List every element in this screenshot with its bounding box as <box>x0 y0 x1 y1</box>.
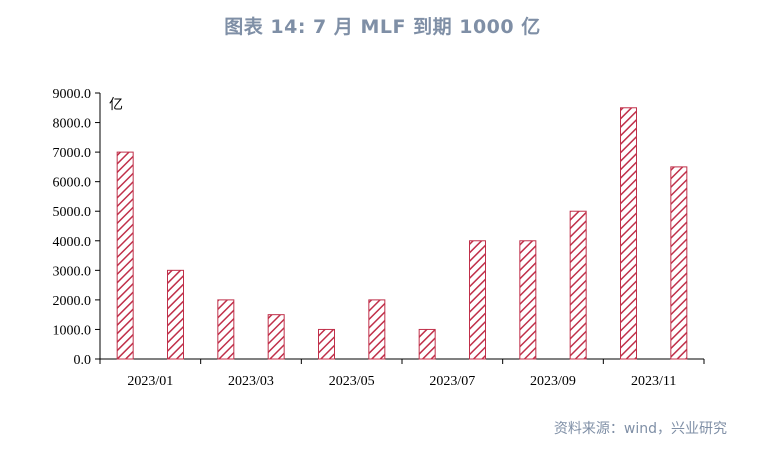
y-tick-label: 7000.0 <box>53 146 92 161</box>
y-tick-label: 8000.0 <box>53 117 92 132</box>
bar-2023/09 <box>519 240 537 360</box>
x-tick-label: 2023/05 <box>329 374 375 389</box>
bar-2023/02 <box>167 269 184 360</box>
bar-2023/03 <box>217 299 235 360</box>
y-axis-unit-label: 亿 <box>109 97 123 113</box>
bar-2023/06 <box>368 299 386 360</box>
y-tick-label: 1000.0 <box>53 323 92 338</box>
bar-2023/08 <box>469 240 486 360</box>
y-tick-label: 6000.0 <box>53 176 92 191</box>
y-tick-label: 5000.0 <box>53 205 92 220</box>
y-tick-label: 9000.0 <box>53 87 92 102</box>
y-tick-label: 2000.0 <box>53 294 92 309</box>
bar-2023/07 <box>418 328 436 360</box>
bar-2023/10 <box>569 210 587 360</box>
y-tick-label: 3000.0 <box>53 264 92 279</box>
chart-title: 图表 14: 7 月 MLF 到期 1000 亿 <box>224 16 541 38</box>
y-tick-label: 0.0 <box>74 353 92 368</box>
y-axis: 0.0 1000.0 2000.0 3000.0 4000.0 5000.0 6000.0 7… <box>53 87 101 368</box>
bar-2023/05 <box>318 328 335 360</box>
source-note: 资料来源：wind，兴业研究 <box>553 421 727 437</box>
x-axis: 2023/01 2023/03 2023/05 2023/07 2023/09 2023/… <box>99 358 705 389</box>
bars <box>116 107 688 360</box>
bar-2023/01 <box>116 151 134 360</box>
bar-2023/11 <box>620 107 637 360</box>
bar-2023/04 <box>267 314 285 360</box>
bar-2023/12 <box>670 166 688 360</box>
x-tick-label: 2023/11 <box>631 374 676 389</box>
x-tick-label: 2023/09 <box>530 374 576 389</box>
x-tick-label: 2023/01 <box>127 374 173 389</box>
x-tick-label: 2023/07 <box>429 374 475 389</box>
x-tick-label: 2023/03 <box>228 374 274 389</box>
y-tick-label: 4000.0 <box>53 235 92 250</box>
